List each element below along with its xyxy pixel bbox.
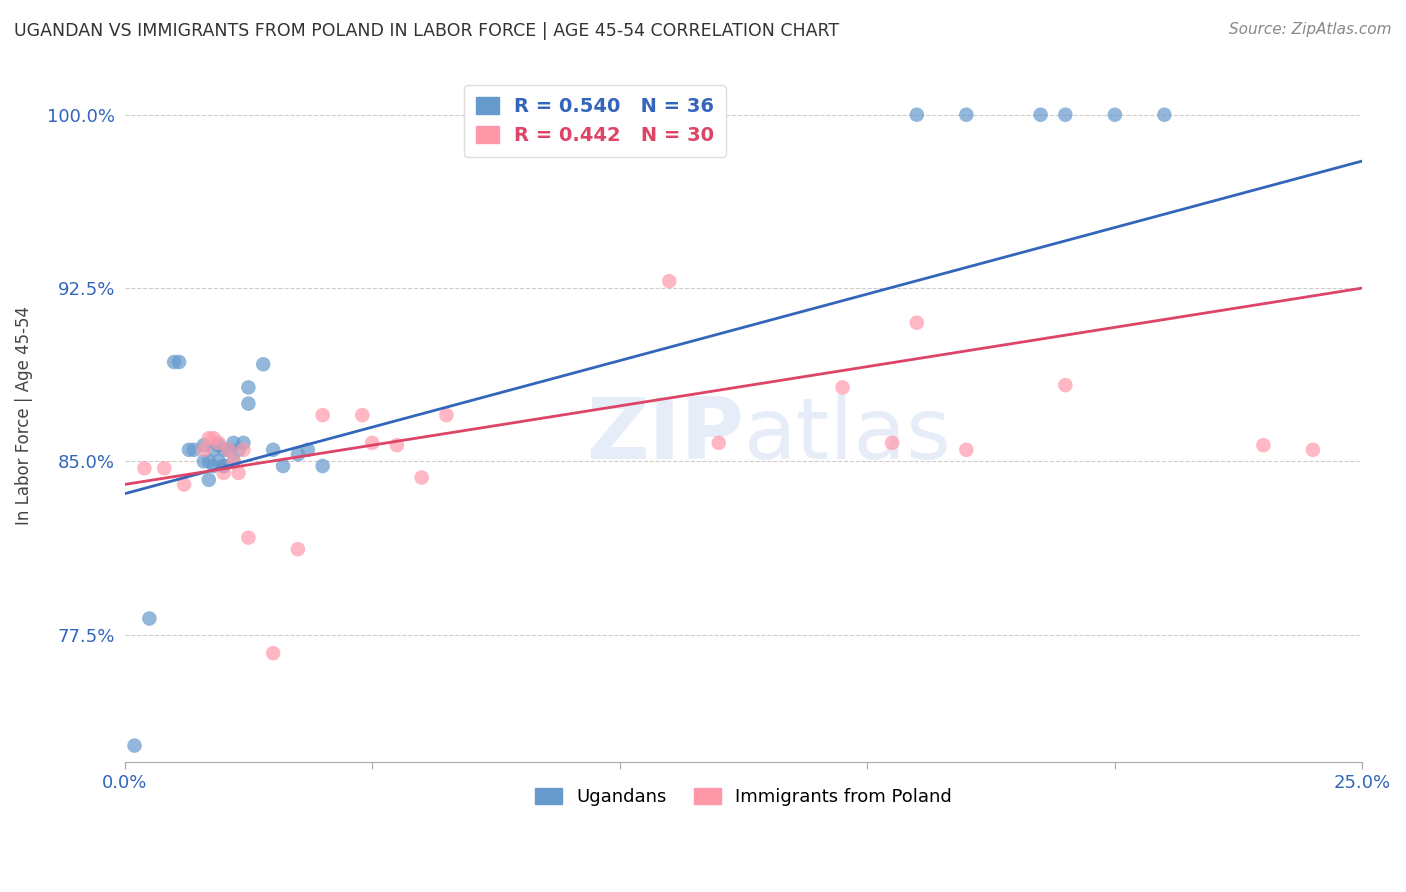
Legend: Ugandans, Immigrants from Poland: Ugandans, Immigrants from Poland: [526, 779, 962, 815]
Point: [202, 442, 225, 457]
Point: [1153, 108, 1175, 122]
Point: [218, 442, 240, 457]
Point: [208, 438, 231, 452]
Point: [197, 431, 219, 445]
Point: [287, 542, 309, 557]
Point: [228, 466, 250, 480]
Point: [197, 454, 219, 468]
Point: [138, 611, 160, 625]
Point: [218, 442, 240, 457]
Point: [831, 380, 853, 394]
Point: [658, 274, 681, 288]
Point: [202, 431, 225, 445]
Point: [193, 454, 215, 468]
Point: [262, 442, 284, 457]
Point: [1104, 108, 1126, 122]
Point: [955, 108, 977, 122]
Point: [1302, 442, 1324, 457]
Point: [173, 477, 195, 491]
Point: [1029, 108, 1052, 122]
Point: [238, 396, 260, 410]
Point: [311, 458, 333, 473]
Point: [222, 435, 245, 450]
Point: [297, 442, 319, 457]
Point: [1054, 378, 1077, 392]
Point: [212, 466, 235, 480]
Point: [436, 408, 458, 422]
Point: [202, 458, 225, 473]
Point: [208, 435, 231, 450]
Point: [232, 442, 254, 457]
Point: [1253, 438, 1275, 452]
Text: ZIP: ZIP: [586, 394, 744, 477]
Point: [212, 442, 235, 457]
Point: [287, 447, 309, 461]
Point: [208, 454, 231, 468]
Point: [238, 380, 260, 394]
Point: [905, 316, 928, 330]
Point: [167, 355, 190, 369]
Point: [352, 408, 374, 422]
Point: [955, 442, 977, 457]
Point: [361, 435, 384, 450]
Point: [232, 435, 254, 450]
Text: Source: ZipAtlas.com: Source: ZipAtlas.com: [1229, 22, 1392, 37]
Point: [124, 739, 146, 753]
Point: [252, 357, 274, 371]
Text: UGANDAN VS IMMIGRANTS FROM POLAND IN LABOR FORCE | AGE 45-54 CORRELATION CHART: UGANDAN VS IMMIGRANTS FROM POLAND IN LAB…: [14, 22, 839, 40]
Point: [212, 458, 235, 473]
Point: [880, 435, 903, 450]
Point: [1054, 108, 1077, 122]
Point: [228, 442, 250, 457]
Point: [222, 454, 245, 468]
Point: [707, 435, 730, 450]
Point: [222, 454, 245, 468]
Point: [262, 646, 284, 660]
Point: [183, 442, 205, 457]
Point: [271, 458, 294, 473]
Point: [311, 408, 333, 422]
Point: [163, 355, 186, 369]
Point: [385, 438, 408, 452]
Point: [197, 473, 219, 487]
Point: [193, 438, 215, 452]
Point: [905, 108, 928, 122]
Point: [134, 461, 156, 475]
Point: [212, 458, 235, 473]
Point: [193, 442, 215, 457]
Point: [411, 470, 433, 484]
Y-axis label: In Labor Force | Age 45-54: In Labor Force | Age 45-54: [15, 306, 32, 524]
Text: atlas: atlas: [744, 394, 952, 477]
Point: [153, 461, 176, 475]
Point: [238, 531, 260, 545]
Point: [177, 442, 200, 457]
